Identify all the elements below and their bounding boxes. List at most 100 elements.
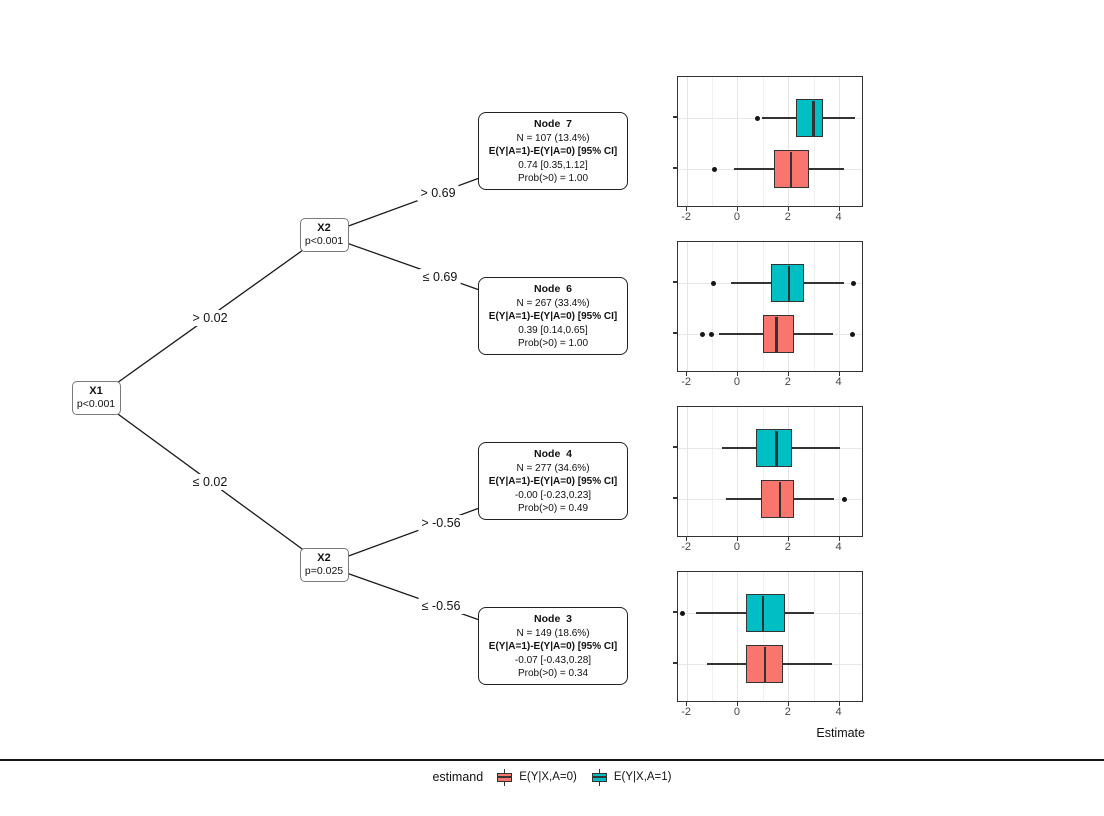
x-axis-tick xyxy=(686,537,688,541)
outlier-point xyxy=(708,331,714,337)
terminal-node-ci-header: E(Y|A=1)-E(Y|A=0) [95% CI] xyxy=(488,476,618,488)
legend-item-label: E(Y|X,A=0) xyxy=(519,771,577,783)
terminal-node-probability: Prob(>0) = 0.34 xyxy=(517,668,589,680)
x-axis-tick-label: 0 xyxy=(733,376,741,388)
boxplot-median xyxy=(778,481,782,517)
outlier-point xyxy=(679,610,685,616)
minor-gridline xyxy=(813,242,815,371)
y-axis-tick xyxy=(673,332,677,334)
split-pvalue: p=0.025 xyxy=(304,565,344,577)
y-axis-tick xyxy=(673,281,677,283)
minor-gridline xyxy=(712,77,714,206)
boxplot-box xyxy=(761,480,794,518)
terminal-node-box-node-7: Node 7 N = 107 (13.4%) E(Y|A=1)-E(Y|A=0) [… xyxy=(478,112,628,190)
x-axis-tick-label: -2 xyxy=(681,706,692,718)
major-gridline xyxy=(839,242,841,371)
terminal-node-probability: Prob(>0) = 1.00 xyxy=(517,338,589,350)
x-axis-tick xyxy=(838,537,840,541)
x-axis-tick xyxy=(686,702,688,706)
x-axis-tick-label: 2 xyxy=(784,376,791,388)
minor-gridline xyxy=(813,407,815,536)
major-gridline xyxy=(839,407,841,536)
legend-title: estimand xyxy=(432,770,484,784)
edge-split-label: ≤ -0.56 xyxy=(418,598,464,614)
split-variable-label: X1 xyxy=(89,385,103,397)
terminal-node-sample-size: N = 267 (33.4%) xyxy=(516,297,590,309)
legend-key-boxplot-icon xyxy=(496,768,513,786)
terminal-node-sample-size: N = 107 (13.4%) xyxy=(516,132,590,144)
minor-gridline xyxy=(813,77,815,206)
legend-separator-line xyxy=(0,759,1104,761)
outlier-point xyxy=(699,331,705,337)
minor-gridline xyxy=(712,572,714,701)
boxplot-box xyxy=(756,429,793,467)
x-axis-tick xyxy=(736,702,738,706)
y-axis-tick xyxy=(673,497,677,499)
major-gridline xyxy=(737,242,739,371)
boxplot-panel-2 xyxy=(677,241,863,372)
terminal-node-ci-header: E(Y|A=1)-E(Y|A=0) [95% CI] xyxy=(488,311,618,323)
minor-gridline xyxy=(762,407,764,536)
legend-item: E(Y|X,A=0) xyxy=(496,768,577,786)
legend-item: E(Y|X,A=1) xyxy=(591,768,672,786)
major-gridline xyxy=(788,77,790,206)
y-axis-tick xyxy=(673,446,677,448)
x-axis-tick xyxy=(838,702,840,706)
terminal-node-estimate: 0.39 [0.14,0.65] xyxy=(518,324,588,336)
terminal-node-estimate: -0.00 [-0.23,0.23] xyxy=(514,489,592,501)
outlier-point xyxy=(755,115,761,121)
terminal-node-ci-header: E(Y|A=1)-E(Y|A=0) [95% CI] xyxy=(488,146,618,158)
terminal-node-probability: Prob(>0) = 1.00 xyxy=(517,173,589,185)
boxplot-box xyxy=(745,594,786,632)
boxplot-median xyxy=(787,265,791,301)
x-axis-tick-label: 4 xyxy=(835,211,842,223)
minor-gridline xyxy=(712,407,714,536)
legend-key-median-line xyxy=(497,776,513,778)
major-gridline xyxy=(788,572,790,701)
x-axis-title: Estimate xyxy=(816,726,865,740)
terminal-node-estimate: -0.07 [-0.43,0.28] xyxy=(514,654,592,666)
terminal-node-title: Node 7 xyxy=(534,118,572,130)
major-gridline xyxy=(788,407,790,536)
x-axis-tick xyxy=(736,372,738,376)
outlier-point xyxy=(851,280,857,286)
x-axis-tick-label: 0 xyxy=(733,541,741,553)
edge-split-label: ≤ 0.69 xyxy=(419,269,461,285)
legend-items: E(Y|X,A=0) E(Y|X,A=1) xyxy=(492,768,672,786)
split-variable-label: X2 xyxy=(317,552,331,564)
x-axis-tick xyxy=(736,207,738,211)
major-gridline xyxy=(839,77,841,206)
terminal-node-probability: Prob(>0) = 0.49 xyxy=(517,503,589,515)
boxplot-median xyxy=(812,100,815,136)
x-axis-tick-label: -2 xyxy=(681,211,692,223)
boxplot-median xyxy=(763,646,767,682)
outlier-point xyxy=(842,496,848,502)
major-gridline xyxy=(737,407,739,536)
terminal-node-title: Node 6 xyxy=(534,283,572,295)
boxplot-median xyxy=(775,316,778,352)
x-axis-tick xyxy=(838,372,840,376)
edge-split-label: ≤ 0.02 xyxy=(189,474,231,490)
boxplot-box xyxy=(771,264,804,302)
legend-key-boxplot-icon xyxy=(591,768,608,786)
edge-split-label: > -0.56 xyxy=(418,515,464,531)
split-pvalue: p<0.001 xyxy=(76,398,116,410)
x-axis-tick xyxy=(787,207,789,211)
boxplot-median xyxy=(761,595,765,631)
major-gridline xyxy=(686,407,688,536)
x-axis-tick-label: 2 xyxy=(784,706,791,718)
boxplot-box xyxy=(763,315,794,353)
x-axis-tick-label: 0 xyxy=(733,706,741,718)
y-axis-tick xyxy=(673,611,677,613)
split-pvalue: p<0.001 xyxy=(304,235,344,247)
x-axis-tick-label: -2 xyxy=(681,376,692,388)
x-axis-tick-label: -2 xyxy=(681,541,692,553)
boxplot-panel-3 xyxy=(677,406,863,537)
major-gridline xyxy=(737,572,739,701)
minor-gridline xyxy=(813,572,815,701)
terminal-node-estimate: 0.74 [0.35,1.12] xyxy=(518,159,588,171)
legend: estimand E(Y|X,A=0) E(Y|X,A=1) xyxy=(0,767,1104,787)
edge-split-label: > 0.69 xyxy=(417,185,459,201)
major-gridline xyxy=(686,77,688,206)
